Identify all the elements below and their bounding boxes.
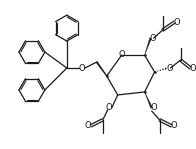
Text: O: O [173, 18, 180, 27]
Polygon shape [145, 38, 152, 55]
Polygon shape [145, 92, 152, 108]
Text: O: O [105, 103, 112, 112]
Polygon shape [96, 62, 107, 76]
Text: O: O [170, 121, 177, 130]
Text: O: O [149, 34, 156, 43]
Text: O: O [189, 63, 196, 73]
Text: O: O [118, 50, 125, 59]
Text: O: O [166, 63, 173, 73]
Text: O: O [84, 121, 91, 130]
Text: O: O [150, 103, 157, 112]
Text: O: O [78, 63, 85, 73]
